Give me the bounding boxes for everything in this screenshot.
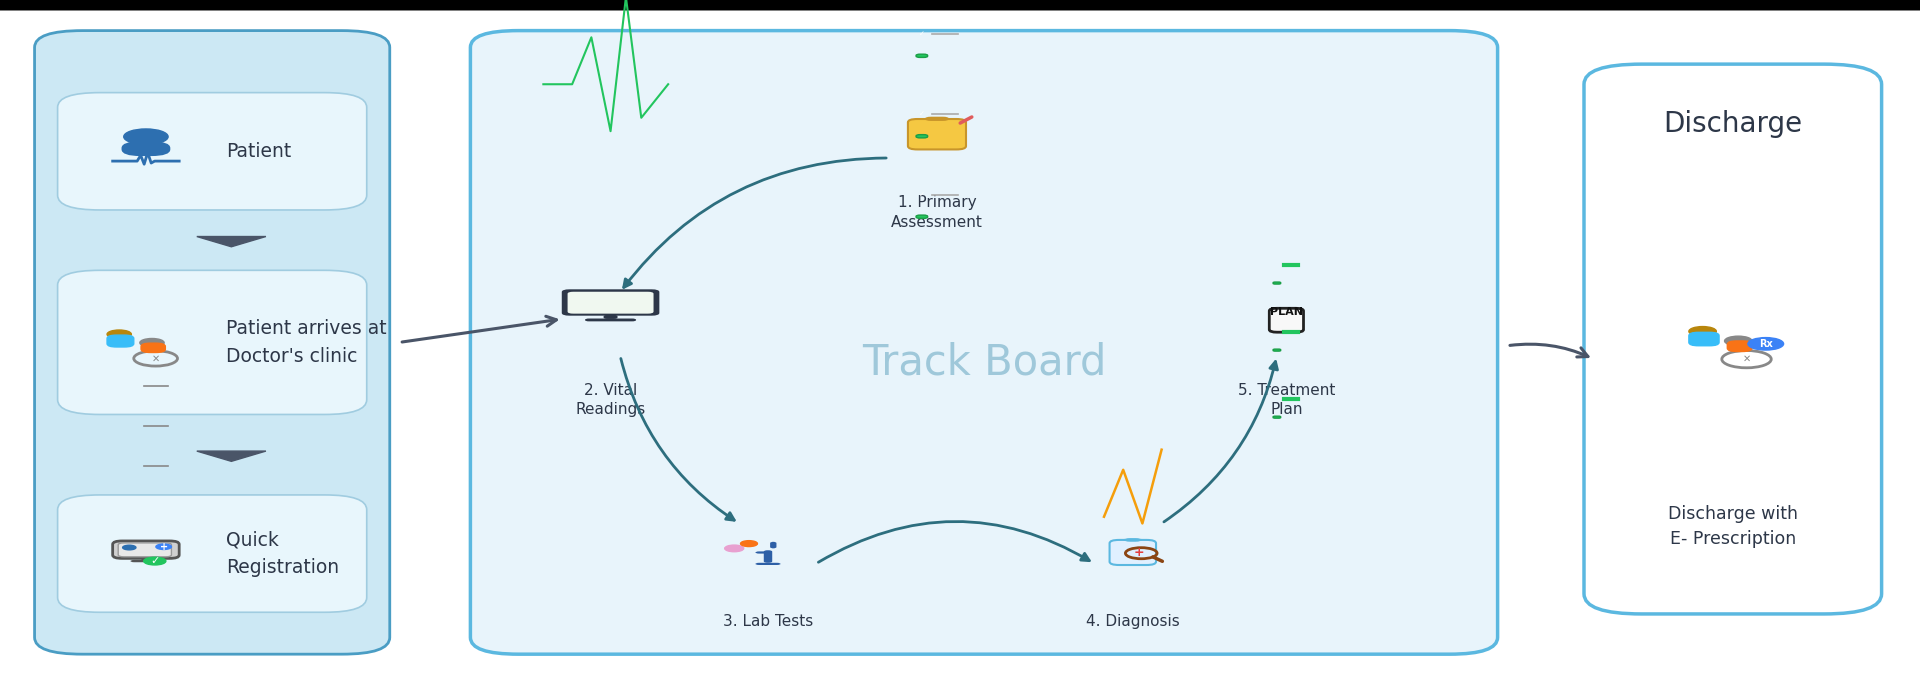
FancyBboxPatch shape (1273, 349, 1281, 351)
FancyBboxPatch shape (121, 142, 171, 156)
Circle shape (144, 557, 165, 565)
FancyBboxPatch shape (908, 119, 966, 149)
Text: Track Board: Track Board (862, 341, 1106, 383)
FancyBboxPatch shape (916, 135, 927, 138)
Circle shape (1747, 338, 1784, 350)
FancyBboxPatch shape (0, 10, 1920, 681)
Text: ✓: ✓ (150, 556, 159, 566)
Text: Discharge with
E- Prescription: Discharge with E- Prescription (1668, 505, 1797, 548)
Text: Rx: Rx (1759, 339, 1772, 349)
Circle shape (123, 129, 169, 144)
FancyBboxPatch shape (140, 343, 165, 353)
FancyBboxPatch shape (1125, 539, 1140, 541)
FancyBboxPatch shape (1273, 416, 1281, 418)
FancyBboxPatch shape (916, 215, 927, 219)
Text: ✓: ✓ (920, 112, 925, 117)
FancyBboxPatch shape (1110, 540, 1156, 565)
Text: Patient: Patient (227, 142, 292, 161)
FancyBboxPatch shape (131, 560, 161, 563)
FancyBboxPatch shape (1690, 332, 1718, 346)
Polygon shape (196, 451, 265, 461)
FancyBboxPatch shape (755, 552, 770, 554)
Circle shape (123, 545, 136, 550)
Text: ✕: ✕ (1743, 354, 1751, 364)
Text: 1. Primary
Assessment: 1. Primary Assessment (891, 195, 983, 229)
FancyBboxPatch shape (770, 542, 776, 548)
FancyBboxPatch shape (755, 563, 781, 565)
FancyBboxPatch shape (113, 541, 179, 558)
FancyBboxPatch shape (1728, 341, 1753, 351)
Text: +: + (1135, 546, 1144, 559)
Text: 2. Vital
Readings: 2. Vital Readings (576, 383, 645, 417)
Text: Quick
Registration: Quick Registration (227, 530, 340, 577)
Text: ✕: ✕ (152, 353, 159, 364)
Circle shape (1690, 327, 1716, 336)
FancyBboxPatch shape (35, 31, 390, 654)
Text: PLAN: PLAN (1269, 306, 1304, 317)
Text: Discharge: Discharge (1663, 110, 1803, 138)
FancyBboxPatch shape (603, 315, 618, 319)
FancyBboxPatch shape (470, 31, 1498, 654)
Text: Patient arrives at
Doctor's clinic: Patient arrives at Doctor's clinic (227, 319, 388, 366)
FancyBboxPatch shape (119, 543, 171, 557)
FancyBboxPatch shape (916, 54, 927, 57)
Circle shape (724, 545, 743, 552)
FancyBboxPatch shape (925, 117, 948, 121)
FancyBboxPatch shape (1584, 64, 1882, 614)
Circle shape (156, 544, 171, 550)
Text: ✓: ✓ (920, 31, 925, 37)
FancyBboxPatch shape (764, 550, 772, 563)
Circle shape (140, 338, 163, 347)
Circle shape (1724, 336, 1753, 346)
Polygon shape (196, 236, 265, 247)
Text: 5. Treatment
Plan: 5. Treatment Plan (1238, 383, 1334, 417)
FancyBboxPatch shape (1269, 308, 1304, 332)
FancyBboxPatch shape (563, 289, 659, 316)
Text: ✓: ✓ (920, 192, 925, 198)
FancyBboxPatch shape (142, 558, 150, 560)
FancyBboxPatch shape (1273, 282, 1281, 284)
Circle shape (741, 541, 756, 547)
Text: 3. Lab Tests: 3. Lab Tests (722, 614, 814, 629)
FancyBboxPatch shape (568, 291, 653, 314)
FancyBboxPatch shape (58, 270, 367, 415)
Text: +: + (159, 542, 167, 552)
FancyBboxPatch shape (108, 335, 134, 347)
Circle shape (108, 330, 131, 338)
FancyBboxPatch shape (58, 93, 367, 210)
FancyBboxPatch shape (586, 319, 636, 321)
Text: 4. Diagnosis: 4. Diagnosis (1087, 614, 1179, 629)
FancyBboxPatch shape (58, 495, 367, 612)
